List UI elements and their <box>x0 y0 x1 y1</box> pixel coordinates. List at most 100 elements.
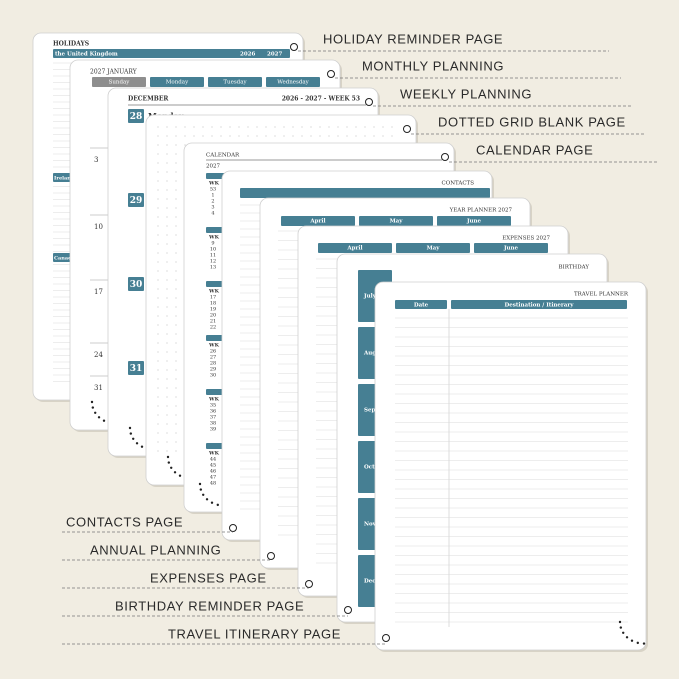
grid-dot <box>157 378 159 380</box>
grid-dot <box>166 171 168 173</box>
grid-dot <box>157 324 159 326</box>
grid-dot <box>157 225 159 227</box>
year: 2027 <box>206 164 220 170</box>
grid-dot <box>166 234 168 236</box>
wk-label: WK <box>208 235 220 241</box>
grid-dot <box>166 225 168 227</box>
page-label: TRAVEL ITINERARY PAGE <box>168 626 341 641</box>
grid-dot <box>310 126 312 128</box>
week-number: 22 <box>210 325 216 331</box>
corner-dot <box>90 400 94 404</box>
header-bar <box>451 300 627 309</box>
grid-dot <box>337 126 339 128</box>
wk-label: WK <box>208 451 220 457</box>
week-number: 47 <box>210 475 216 481</box>
grid-dot <box>157 441 159 443</box>
grid-dot <box>265 135 267 137</box>
grid-dot <box>157 162 159 164</box>
grid-dot <box>157 270 159 272</box>
page-label: BIRTHDAY REMINDER PAGE <box>115 598 304 613</box>
grid-dot <box>157 369 159 371</box>
grid-dot <box>346 126 348 128</box>
corner-dot <box>618 620 622 624</box>
grid-dot <box>220 135 222 137</box>
grid-dot <box>157 423 159 425</box>
grid-dot <box>328 126 330 128</box>
grid-dot <box>328 135 330 137</box>
grid-dot <box>175 189 177 191</box>
page-title: CONTACTS <box>441 181 474 187</box>
week-number: 3 <box>94 156 98 164</box>
header-bar <box>318 243 392 253</box>
corner-dot <box>102 419 106 422</box>
header-bar <box>359 216 433 226</box>
month-header: June <box>503 246 519 252</box>
grid-dot <box>166 162 168 164</box>
grid-dot <box>166 198 168 200</box>
grid-dot <box>166 216 168 218</box>
grid-dot <box>175 288 177 290</box>
grid-dot <box>355 126 357 128</box>
week-number: 28 <box>210 361 216 367</box>
corner-dot <box>128 426 132 430</box>
day-header: Sunday <box>109 80 131 86</box>
grid-dot <box>157 126 159 128</box>
section-name: Ireland <box>54 176 75 182</box>
grid-dot <box>166 432 168 434</box>
grid-dot <box>157 135 159 137</box>
page-title: TRAVEL PLANNER <box>574 292 629 298</box>
corner-dot <box>129 432 133 435</box>
grid-dot <box>310 135 312 137</box>
day-header: Wednesday <box>277 80 309 86</box>
corner-dot <box>199 488 203 491</box>
binder-hole <box>327 70 335 78</box>
grid-dot <box>175 450 177 452</box>
week-number: 24 <box>94 351 103 359</box>
grid-dot <box>157 234 159 236</box>
grid-dot <box>265 126 267 128</box>
page-title: DECEMBER <box>128 96 169 103</box>
section-name: Canada <box>54 256 76 262</box>
grid-dot <box>175 225 177 227</box>
page-sheet <box>374 281 647 651</box>
grid-dot <box>157 153 159 155</box>
grid-dot <box>166 396 168 398</box>
week-number: 44 <box>210 457 216 463</box>
binder-hole <box>305 580 313 588</box>
grid-dot <box>175 234 177 236</box>
grid-dot <box>166 297 168 299</box>
grid-dot <box>166 189 168 191</box>
grid-dot <box>364 126 366 128</box>
grid-dot <box>175 162 177 164</box>
binder-hole <box>344 606 352 614</box>
week-number: 26 <box>210 349 216 355</box>
wk-label: WK <box>208 289 220 295</box>
grid-dot <box>175 432 177 434</box>
header-bar <box>128 277 144 291</box>
grid-dot <box>184 135 186 137</box>
grid-dot <box>157 351 159 353</box>
grid-dot <box>157 261 159 263</box>
corner-dot <box>178 474 182 477</box>
corner-dot <box>210 501 214 504</box>
grid-dot <box>175 441 177 443</box>
corner-dot <box>170 466 173 469</box>
page-label: WEEKLY PLANNING <box>400 86 532 101</box>
grid-dot <box>283 126 285 128</box>
grid-dot <box>364 135 366 137</box>
grid-dot <box>166 279 168 281</box>
grid-dot <box>166 288 168 290</box>
page-label: HOLIDAY REMINDER PAGE <box>323 31 503 46</box>
grid-dot <box>292 126 294 128</box>
week-number: 30 <box>210 373 216 379</box>
grid-dot <box>175 297 177 299</box>
grid-dot <box>157 216 159 218</box>
grid-dot <box>184 144 186 146</box>
grid-dot <box>256 126 258 128</box>
grid-dot <box>157 180 159 182</box>
corner-dot <box>205 498 209 501</box>
grid-dot <box>175 216 177 218</box>
corner-dot <box>619 626 623 629</box>
corner-dot <box>132 437 135 440</box>
